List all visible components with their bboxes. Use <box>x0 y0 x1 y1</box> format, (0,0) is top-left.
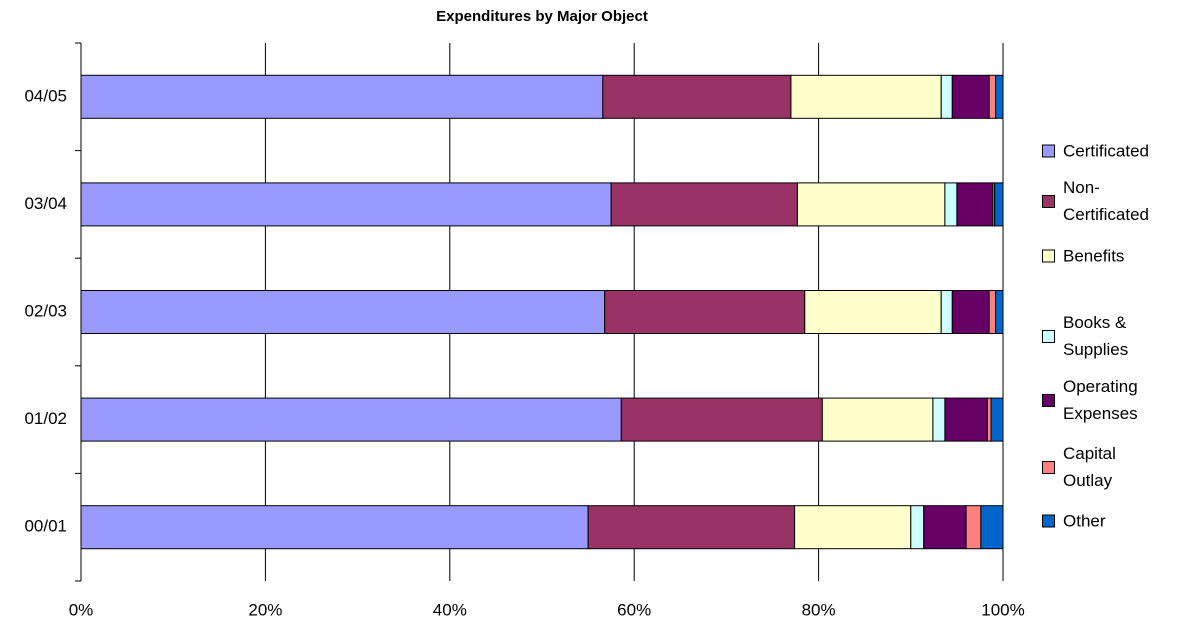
legend-swatch <box>1042 393 1055 407</box>
legend: Certificated Non-Certificated Benefits Book… <box>1042 0 1182 625</box>
bar-segment <box>940 74 953 119</box>
legend-label: Capital Outlay <box>1063 444 1116 490</box>
bar-segment <box>80 505 589 550</box>
legend-swatch <box>1042 460 1055 474</box>
bar-segment <box>951 290 990 334</box>
bar-segment <box>910 505 925 550</box>
y-tick-label: 03/04 <box>24 194 67 213</box>
legend-entry: Other <box>1042 508 1163 535</box>
bar-segment <box>804 290 942 334</box>
chart-title: Expenditures by Major Object <box>436 8 648 25</box>
x-tick-label: 20% <box>248 600 282 619</box>
legend-label: Benefits <box>1063 246 1125 266</box>
bar-segment <box>944 182 958 227</box>
bar-segment <box>610 182 798 227</box>
legend-entry: Books & Supplies <box>1042 309 1163 363</box>
legend-entry: Certificated <box>1042 138 1163 165</box>
bar-segment <box>587 505 796 550</box>
bar-segment <box>995 290 1004 334</box>
bar-segment <box>940 290 953 334</box>
legend-label: Non-Certificated <box>1063 178 1149 224</box>
x-tick-label: 40% <box>433 600 467 619</box>
bar-segment <box>988 74 997 119</box>
legend-entry: Non-Certificated <box>1042 174 1163 228</box>
bar-segment <box>80 397 622 442</box>
bar-segment <box>980 505 1004 550</box>
y-tick-label: 00/01 <box>24 517 67 536</box>
legend-entry: Capital Outlay <box>1042 440 1163 494</box>
bar-segment <box>794 505 912 550</box>
x-tick-label: 80% <box>802 600 836 619</box>
bar-segment <box>956 182 994 227</box>
legend-label: Books & Supplies <box>1063 313 1129 359</box>
legend-label: Operating Expenses <box>1063 377 1138 423</box>
bar-segment <box>821 397 934 442</box>
x-tick-label: 100% <box>981 600 1024 619</box>
legend-entry: Operating Expenses <box>1042 373 1163 427</box>
legend-label: Other <box>1063 511 1106 531</box>
bar-segment <box>990 397 1004 442</box>
bar-segment <box>80 290 606 334</box>
legend-entry: Benefits <box>1042 243 1163 270</box>
bar-segment <box>944 397 988 442</box>
bar-segment <box>796 182 946 227</box>
x-tick-label: 0% <box>69 600 94 619</box>
y-tick-label: 01/02 <box>24 409 67 428</box>
legend-swatch <box>1042 329 1055 343</box>
bar-segment <box>80 74 604 119</box>
bar-segment <box>620 397 823 442</box>
bar-segment <box>602 74 792 119</box>
bar-segment <box>965 505 982 550</box>
legend-swatch <box>1042 144 1055 158</box>
bar-segment <box>986 397 992 442</box>
bar-segment <box>604 290 806 334</box>
bar-segment <box>994 182 1004 227</box>
x-tick-label: 60% <box>617 600 651 619</box>
bar-segment <box>80 182 612 227</box>
legend-swatch <box>1042 194 1055 208</box>
legend-swatch <box>1042 514 1055 528</box>
bar-segment <box>988 290 997 334</box>
y-tick-label: 04/05 <box>24 86 67 105</box>
legend-swatch <box>1042 249 1055 263</box>
bar-segment <box>790 74 942 119</box>
bar-segment <box>923 505 967 550</box>
bar-segment <box>951 74 990 119</box>
legend-label: Certificated <box>1063 141 1149 161</box>
bar-segment <box>932 397 946 442</box>
bar-segment <box>995 74 1004 119</box>
y-tick-label: 02/03 <box>24 301 67 320</box>
